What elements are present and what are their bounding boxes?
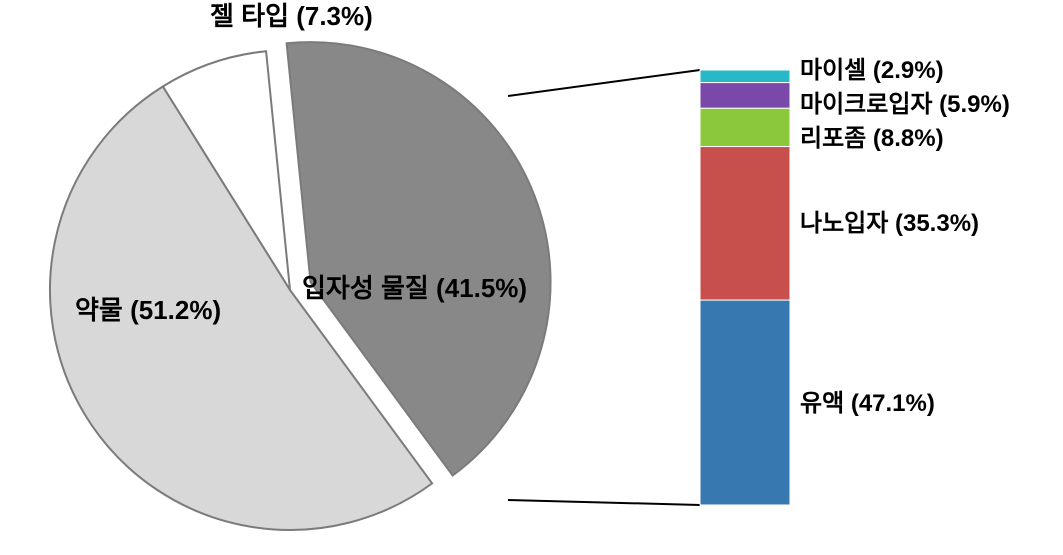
bar-segment-nano [700, 147, 790, 301]
connector-line-top [508, 70, 700, 96]
bar-label-nano: 나노입자 (35.3%) [800, 211, 979, 237]
bar-segment-liposome [700, 108, 790, 146]
chart-container: 젤 타입 (7.3%) 입자성 물질 (41.5%) 약물 (51.2%) 마이셀 (… [0, 0, 1063, 555]
bar-segment-micro [700, 83, 790, 109]
bar-label-emulsion: 유액 (47.1%) [800, 391, 935, 417]
pie-label-drug: 약물 (51.2%) [75, 296, 221, 325]
bar-label-liposome: 리포좀 (8.8%) [800, 126, 944, 152]
bar-label-micelle: 마이셀 (2.9%) [800, 58, 944, 84]
bar-segment-micelle [700, 70, 790, 83]
connector-line-bottom [508, 500, 700, 505]
bar-label-micro: 마이크로입자 (5.9%) [800, 92, 1010, 118]
pie-label-particulate: 입자성 물질 (41.5%) [302, 274, 527, 303]
pie-label-gel: 젤 타입 (7.3%) [210, 2, 373, 31]
bar-segment-emulsion [700, 300, 790, 505]
